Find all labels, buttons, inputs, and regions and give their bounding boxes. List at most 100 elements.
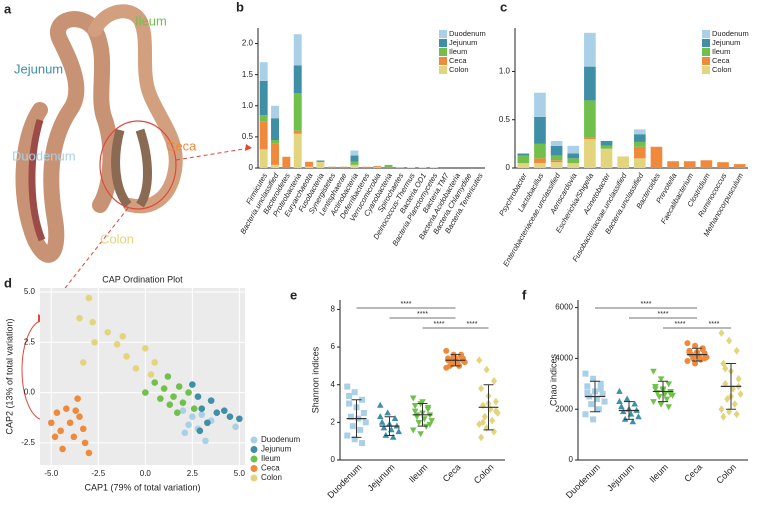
y-tick-label: 0.5 <box>499 115 511 124</box>
point <box>735 374 742 383</box>
bar-segment <box>407 167 416 168</box>
x-tick-label: 2.5 <box>187 469 199 478</box>
bar-segment <box>327 166 336 168</box>
bar-segment <box>259 149 268 168</box>
legend-swatch <box>702 66 710 74</box>
point <box>720 359 727 368</box>
point <box>395 428 403 435</box>
bar-segment <box>700 160 713 168</box>
bar-segment <box>293 93 302 131</box>
bar-segment <box>584 32 596 67</box>
point <box>684 357 691 364</box>
legend-swatch <box>439 30 447 38</box>
x-tick-label: Colon <box>472 462 496 486</box>
bar-segment <box>517 153 530 156</box>
point <box>419 399 426 406</box>
point <box>667 391 674 398</box>
point <box>157 395 164 402</box>
organ-label: Ceca <box>166 138 197 153</box>
bar-segment <box>350 150 359 156</box>
legend-swatch <box>439 48 447 56</box>
point <box>142 345 149 352</box>
point <box>132 365 140 372</box>
legend-label: Duodenum <box>261 435 300 444</box>
point <box>483 365 490 374</box>
bar-segment <box>633 141 646 147</box>
point <box>179 407 187 414</box>
y-axis-title: Shannon indices <box>310 346 320 413</box>
bar-segment <box>534 163 546 168</box>
legend-label: Duodenum <box>449 29 486 38</box>
bar-segment <box>600 140 613 146</box>
panel-label: b <box>236 0 244 14</box>
y-tick-label: 4000 <box>555 354 573 363</box>
y-tick-label: 0.5 <box>242 132 254 141</box>
point <box>718 405 725 414</box>
legend-marker <box>250 465 258 472</box>
bar-segment <box>550 162 563 168</box>
bar-segment <box>633 134 646 142</box>
point <box>479 401 486 410</box>
legend-marker <box>250 474 258 482</box>
significance-label: **** <box>417 311 428 318</box>
point <box>357 426 364 433</box>
point <box>166 401 174 408</box>
point <box>428 418 436 425</box>
bar-segment <box>350 161 359 165</box>
bar-segment <box>259 115 268 122</box>
y-tick-label: 1.5 <box>242 70 254 79</box>
x-tick-label: Ceca <box>682 462 704 484</box>
point <box>489 416 496 425</box>
bar-segment <box>667 161 679 168</box>
significance-label: **** <box>709 321 720 328</box>
legend-label: Ileum <box>449 47 467 56</box>
point <box>582 411 589 418</box>
point <box>151 359 159 366</box>
point <box>226 413 234 421</box>
bar-segment <box>534 116 546 144</box>
highlight-circle <box>99 120 177 210</box>
point <box>104 328 112 336</box>
bar-segment <box>361 166 370 168</box>
point <box>726 407 733 416</box>
point <box>422 423 430 430</box>
point <box>70 433 78 441</box>
point <box>63 405 70 412</box>
organ-label: Ileum <box>135 13 167 28</box>
legend-swatch <box>702 30 710 38</box>
y-tick-label: 6 <box>331 342 336 351</box>
point <box>599 390 606 397</box>
point <box>491 377 498 385</box>
bar-segment <box>418 167 427 168</box>
point <box>665 404 673 411</box>
bar-segment <box>550 155 563 161</box>
panel-label: d <box>4 275 12 290</box>
significance-label: **** <box>658 311 669 318</box>
point <box>584 383 591 390</box>
y-tick-label: 0 <box>331 455 336 464</box>
arrow <box>39 207 129 321</box>
bar-segment <box>373 167 382 168</box>
point <box>196 427 204 435</box>
point <box>72 407 80 414</box>
point <box>616 387 623 394</box>
point <box>701 355 708 362</box>
point <box>204 419 211 427</box>
legend-marker <box>250 436 258 444</box>
significance-label: **** <box>641 301 652 308</box>
point <box>202 437 209 445</box>
arrow-head <box>245 144 252 151</box>
point <box>384 409 391 416</box>
legend-swatch <box>702 57 710 65</box>
panel-label: c <box>500 0 507 14</box>
point <box>113 341 121 348</box>
point <box>362 419 369 426</box>
point <box>623 395 631 402</box>
y-tick-label: 2 <box>331 417 336 426</box>
y-tick-label: 6000 <box>555 303 573 312</box>
error-bar <box>384 416 395 437</box>
point <box>492 397 499 406</box>
point <box>47 419 55 427</box>
y-tick-label: 0 <box>569 455 574 464</box>
legend-swatch <box>439 66 447 74</box>
